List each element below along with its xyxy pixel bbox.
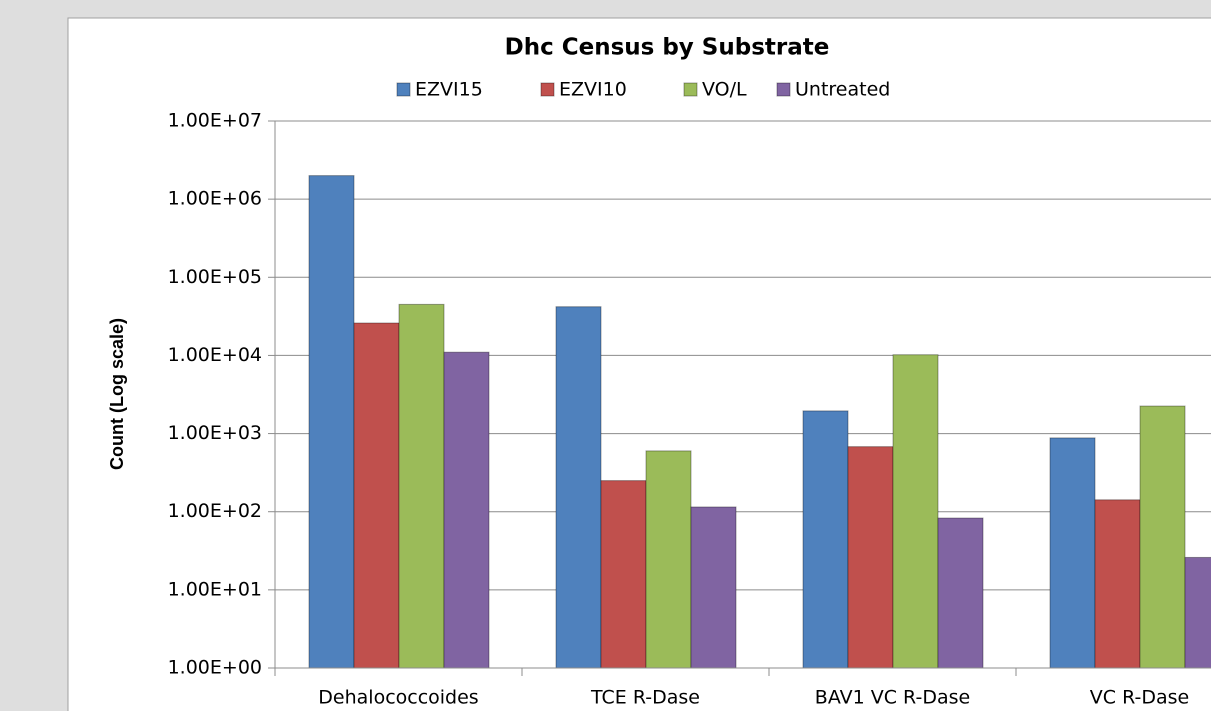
bar bbox=[937, 517, 984, 669]
legend-label: EZVI10 bbox=[559, 79, 627, 101]
bar bbox=[1049, 437, 1096, 669]
bar bbox=[1184, 556, 1211, 669]
bar bbox=[645, 450, 692, 669]
x-tick-label: Dehalococcoides bbox=[318, 687, 478, 709]
bar bbox=[308, 175, 355, 669]
bar bbox=[690, 506, 737, 669]
y-tick-label: 1.00E+00 bbox=[168, 657, 262, 679]
y-tick-label: 1.00E+06 bbox=[168, 188, 262, 210]
bar bbox=[892, 354, 939, 669]
bar bbox=[847, 446, 894, 669]
legend-swatch bbox=[683, 82, 698, 97]
x-tick-label: BAV1 VC R-Dase bbox=[815, 687, 970, 709]
x-tick-label: VC R-Dase bbox=[1090, 687, 1189, 709]
legend-swatch bbox=[396, 82, 411, 97]
y-tick-label: 1.00E+05 bbox=[168, 266, 262, 288]
bar bbox=[600, 480, 647, 669]
legend-label: Untreated bbox=[795, 79, 890, 101]
y-tick-label: 1.00E+02 bbox=[168, 500, 262, 522]
y-tick-label: 1.00E+07 bbox=[168, 110, 262, 132]
bar bbox=[1094, 499, 1141, 669]
legend-swatch bbox=[540, 82, 555, 97]
x-tick-label: TCE R-Dase bbox=[590, 687, 700, 709]
y-axis-label: Count (Log scale) bbox=[107, 318, 127, 470]
bar bbox=[443, 351, 490, 669]
bar bbox=[398, 303, 445, 669]
bar bbox=[353, 322, 400, 669]
y-tick-label: 1.00E+01 bbox=[168, 578, 262, 600]
chart-title: Dhc Census by Substrate bbox=[505, 35, 830, 61]
legend-label: VO/L bbox=[702, 79, 747, 101]
legend-swatch bbox=[776, 82, 791, 97]
bar bbox=[1139, 405, 1186, 669]
bar bbox=[802, 410, 849, 669]
legend-label: EZVI15 bbox=[415, 79, 483, 101]
y-tick-label: 1.00E+04 bbox=[168, 344, 262, 366]
bar bbox=[555, 306, 602, 669]
y-tick-label: 1.00E+03 bbox=[168, 422, 262, 444]
